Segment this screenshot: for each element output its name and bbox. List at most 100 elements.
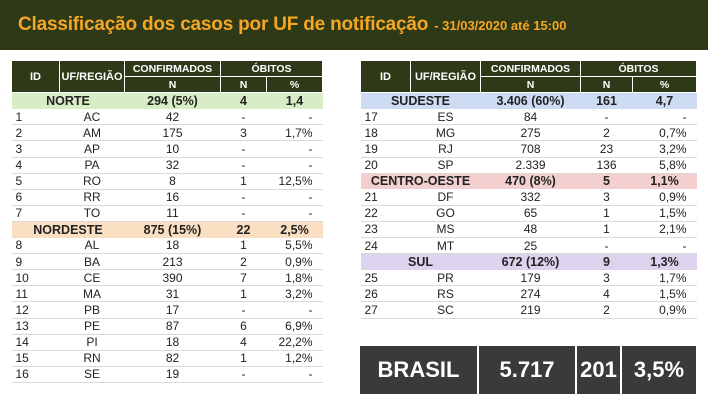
col-n-header: N	[124, 76, 221, 94]
row-obitos: 2	[220, 253, 267, 271]
row-confirmados: 179	[480, 269, 581, 287]
region-pct: 1,1%	[632, 173, 697, 190]
row-confirmados: 390	[124, 269, 221, 287]
table-row: 7 TO 11- -	[11, 205, 323, 222]
table-row: 2 AM 175 3 1,7%	[11, 124, 323, 142]
row-obitos: -	[220, 157, 267, 174]
row-id: 15	[11, 350, 60, 367]
table-row: 8 AL 18 1 5,5%	[11, 237, 323, 255]
col-n-header: N	[220, 76, 267, 94]
row-pct: 1,8%	[266, 269, 323, 287]
region-name: SUL	[360, 253, 481, 270]
region-row-sul: SUL 672 (12%) 9 1,3%	[360, 253, 697, 270]
row-confirmados: 25	[480, 237, 581, 255]
row-obitos: -	[580, 108, 633, 126]
row-pct: -	[266, 189, 323, 206]
row-pct: 3,2%	[266, 285, 323, 303]
row-pct: -	[266, 140, 323, 158]
row-uf: PI	[59, 334, 125, 351]
right-table: ID UF/REGIÃO CONFIRMADOS ÓBITOS N N % SU…	[360, 59, 697, 319]
row-confirmados: 65	[480, 205, 581, 222]
left-table: ID UF/REGIÃO CONFIRMADOS ÓBITOS N N % NO…	[11, 59, 323, 383]
brasil-total-bar: BRASIL 5.717 201 3,5%	[360, 346, 696, 394]
row-obitos: 23	[580, 140, 633, 158]
col-obitos-header: ÓBITOS	[580, 59, 697, 78]
row-id: 24	[360, 237, 411, 255]
row-uf: TO	[59, 205, 125, 222]
table-row: 12 PB 17- -	[11, 301, 323, 319]
row-pct: -	[266, 301, 323, 319]
row-uf: PE	[59, 318, 125, 335]
row-uf: AC	[59, 108, 125, 126]
region-row-norte: NORTE 294 (5%) 4 1,4	[11, 92, 323, 109]
row-pct: 0,9%	[632, 189, 697, 206]
col-n-header: N	[580, 76, 633, 94]
region-row-centro-oeste: CENTRO-OESTE 470 (8%) 5 1,1%	[360, 173, 697, 190]
row-pct: -	[266, 108, 323, 126]
row-id: 20	[360, 157, 411, 174]
row-pct: -	[266, 157, 323, 174]
region-obitos: 22	[220, 221, 267, 238]
brasil-pct: 3,5%	[633, 357, 685, 382]
table-row: 9 BA 213 2 0,9%	[11, 253, 323, 271]
row-confirmados: 175	[124, 124, 221, 142]
row-obitos: 1	[220, 237, 267, 255]
row-uf: AM	[59, 124, 125, 142]
table-row: 14 PI 18 4 22,2%	[11, 334, 323, 351]
row-uf: MG	[410, 124, 481, 142]
row-id: 22	[360, 205, 411, 222]
row-obitos: 1	[580, 205, 633, 222]
row-obitos: -	[220, 205, 267, 222]
table-row: 11 MA 31 1 3,2%	[11, 285, 323, 303]
row-confirmados: 87	[124, 318, 221, 335]
row-uf: RS	[410, 285, 481, 303]
row-pct: 1,7%	[266, 124, 323, 142]
row-id: 2	[11, 124, 60, 142]
region-pct: 4,7	[632, 92, 697, 109]
row-id: 9	[11, 253, 60, 271]
row-confirmados: 11	[124, 205, 221, 222]
row-pct: 3,2%	[632, 140, 697, 158]
table-row: 19 RJ 708 23 3,2%	[360, 140, 697, 158]
row-id: 27	[360, 301, 411, 319]
page-title: Classificação dos casos por UF de notifi…	[18, 14, 429, 35]
row-confirmados: 31	[124, 285, 221, 303]
row-confirmados: 82	[124, 350, 221, 367]
region-confirmados: 294 (5%)	[124, 92, 221, 109]
row-confirmados: 18	[124, 334, 221, 351]
table-subheader-row: N N %	[12, 76, 323, 94]
row-uf: ES	[410, 108, 481, 126]
row-uf: GO	[410, 205, 481, 222]
table-row: 27 SC 219 2 0,9%	[360, 301, 697, 319]
row-pct: 5,5%	[266, 237, 323, 255]
row-confirmados: 10	[124, 140, 221, 158]
table-row: 5 RO 8 1 12,5%	[11, 173, 323, 190]
row-pct: -	[632, 237, 697, 255]
table-header-row: ID UF/REGIÃO CONFIRMADOS ÓBITOS	[11, 59, 323, 94]
row-confirmados: 18	[124, 237, 221, 255]
row-pct: -	[632, 108, 697, 126]
table-row: 22 GO 65 1 1,5%	[360, 205, 697, 222]
row-pct: 12,5%	[266, 173, 323, 190]
row-pct: 1,2%	[266, 350, 323, 367]
row-uf: AP	[59, 140, 125, 158]
row-pct: 5,8%	[632, 157, 697, 174]
table-row: 17 ES 84- -	[360, 108, 697, 126]
table-row: 3 AP 10- -	[11, 140, 323, 158]
row-id: 16	[11, 366, 60, 383]
row-uf: RO	[59, 173, 125, 190]
row-uf: BA	[59, 253, 125, 271]
row-id: 4	[11, 157, 60, 174]
row-confirmados: 2.339	[480, 157, 581, 174]
row-uf: MS	[410, 221, 481, 239]
row-obitos: 1	[220, 173, 267, 190]
row-pct: 1,7%	[632, 269, 697, 287]
row-obitos: 1	[220, 350, 267, 367]
col-pct-header: %	[266, 76, 323, 94]
region-name: NORTE	[11, 92, 125, 109]
row-obitos: 1	[580, 221, 633, 239]
row-id: 8	[11, 237, 60, 255]
row-uf: MT	[410, 237, 481, 255]
row-confirmados: 48	[480, 221, 581, 239]
row-confirmados: 708	[480, 140, 581, 158]
